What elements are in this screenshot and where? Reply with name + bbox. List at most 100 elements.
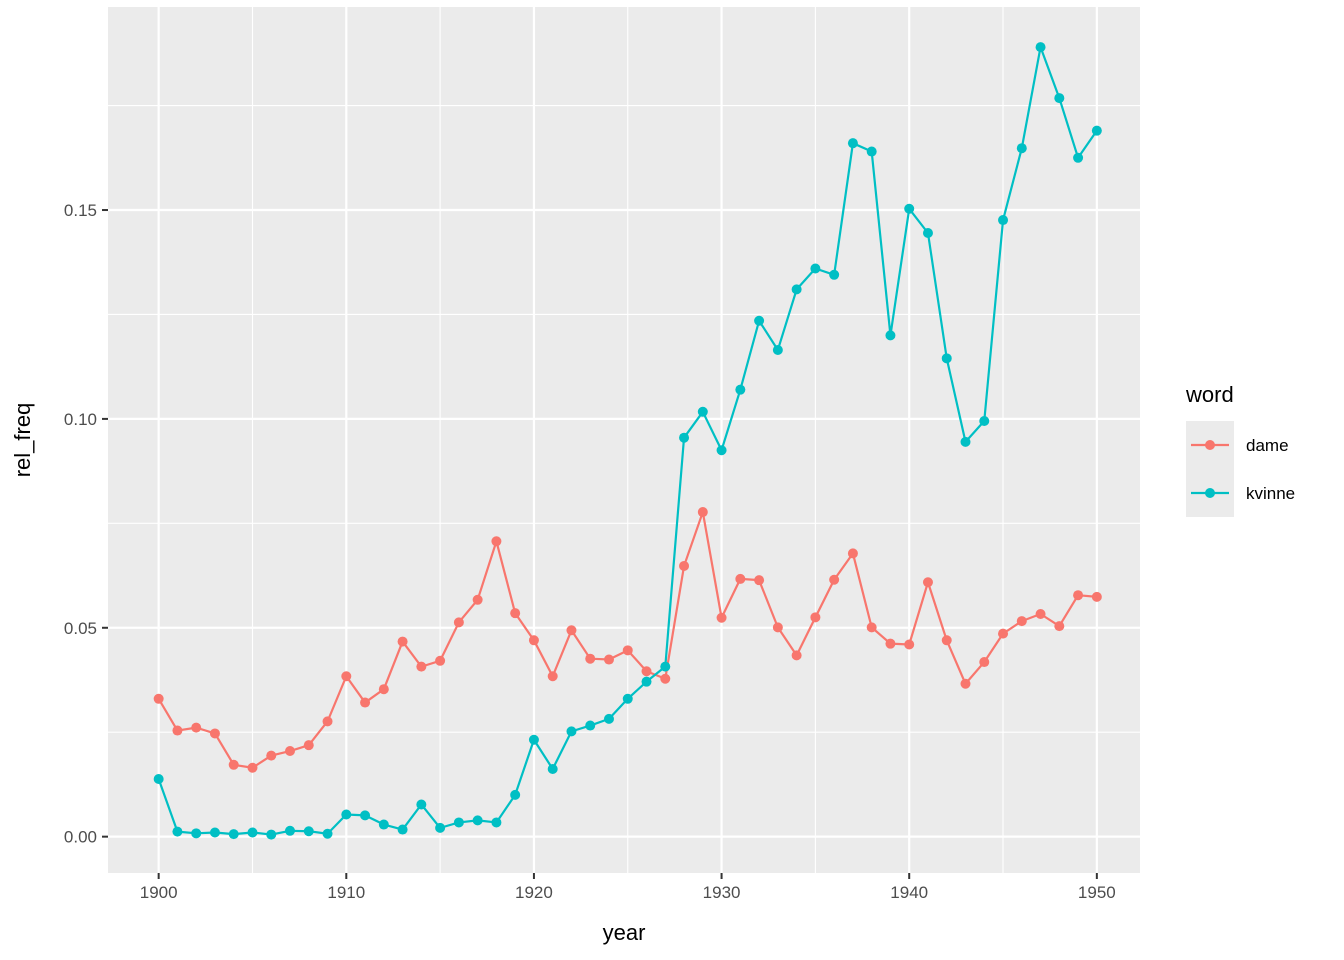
data-point-kvinne [660, 661, 671, 672]
data-point-dame [1073, 590, 1084, 601]
legend-title: word [1185, 382, 1234, 407]
y-axis: 0.00 0.05 0.10 0.15 [64, 201, 108, 847]
data-point-dame [622, 645, 633, 656]
data-point-dame [435, 655, 446, 666]
data-point-kvinne [397, 824, 408, 835]
data-point-kvinne [547, 763, 558, 774]
data-point-kvinne [979, 415, 990, 426]
data-point-kvinne [998, 215, 1009, 226]
x-tick-label: 1950 [1078, 883, 1116, 902]
data-point-dame [247, 762, 258, 773]
data-point-dame [360, 697, 371, 708]
data-point-dame [228, 759, 239, 770]
data-point-dame [547, 671, 558, 682]
data-point-dame [904, 639, 915, 650]
data-point-kvinne [829, 269, 840, 280]
data-point-dame [491, 536, 502, 547]
data-point-dame [266, 750, 277, 761]
data-point-dame [566, 625, 577, 636]
data-point-dame [847, 548, 858, 559]
data-point-kvinne [810, 263, 821, 274]
data-point-kvinne [585, 720, 596, 731]
data-point-kvinne [603, 713, 614, 724]
data-point-kvinne [341, 809, 352, 820]
data-point-dame [472, 594, 483, 605]
data-point-dame [453, 617, 464, 628]
data-point-dame [341, 671, 352, 682]
legend-item-kvinne: kvinne [1186, 469, 1295, 517]
data-point-dame [416, 661, 427, 672]
legend-label: dame [1246, 436, 1289, 455]
series-dame [153, 507, 1102, 773]
data-point-kvinne [847, 138, 858, 149]
data-point-kvinne [1091, 125, 1102, 136]
data-point-dame [585, 653, 596, 664]
data-point-kvinne [1035, 42, 1046, 53]
data-point-kvinne [566, 726, 577, 737]
data-point-dame [397, 636, 408, 647]
data-point-kvinne [510, 789, 521, 800]
data-point-kvinne [1016, 143, 1027, 154]
data-point-dame [697, 507, 708, 518]
data-point-kvinne [360, 810, 371, 821]
data-point-dame [322, 716, 333, 727]
data-point-kvinne [285, 825, 296, 836]
data-point-kvinne [228, 829, 239, 840]
data-point-kvinne [472, 815, 483, 826]
y-tick-label: 0.05 [64, 619, 97, 638]
data-point-kvinne [866, 146, 877, 157]
x-tick-label: 1930 [703, 883, 741, 902]
data-point-kvinne [453, 817, 464, 828]
data-point-dame [979, 657, 990, 668]
data-point-kvinne [697, 406, 708, 417]
data-point-dame [191, 722, 202, 733]
y-axis-title: rel_freq [10, 403, 35, 478]
data-point-dame [1035, 608, 1046, 619]
legend-key-point [1205, 488, 1215, 498]
data-point-dame [791, 650, 802, 661]
legend-items: dame kvinne [1186, 421, 1295, 517]
data-point-dame [153, 693, 164, 704]
data-point-kvinne [960, 436, 971, 447]
data-point-dame [941, 635, 952, 646]
data-point-kvinne [378, 819, 389, 830]
data-point-dame [528, 635, 539, 646]
data-point-kvinne [1054, 93, 1065, 104]
data-point-kvinne [941, 353, 952, 364]
data-point-dame [378, 684, 389, 695]
data-point-dame [960, 678, 971, 689]
y-tick-label: 0.00 [64, 828, 97, 847]
data-point-dame [1091, 591, 1102, 602]
data-point-kvinne [266, 829, 277, 840]
data-point-kvinne [904, 203, 915, 214]
data-point-kvinne [1073, 152, 1084, 163]
data-point-dame [998, 628, 1009, 639]
data-point-kvinne [209, 827, 220, 838]
data-point-dame [303, 740, 314, 751]
minor-gridlines [108, 7, 1140, 873]
data-point-dame [885, 638, 896, 649]
data-point-dame [866, 622, 877, 633]
data-point-dame [603, 654, 614, 665]
x-tick-label: 1900 [140, 883, 178, 902]
data-point-kvinne [922, 228, 933, 239]
y-tick-label: 0.10 [64, 410, 97, 429]
data-point-dame [1054, 621, 1065, 632]
data-point-kvinne [791, 284, 802, 295]
series-kvinne [153, 42, 1102, 840]
legend-item-dame: dame [1186, 421, 1289, 469]
data-point-kvinne [303, 826, 314, 837]
x-tick-label: 1920 [515, 883, 553, 902]
data-point-dame [772, 622, 783, 633]
legend: word dame kvinne [1185, 382, 1295, 517]
data-point-kvinne [247, 827, 258, 838]
x-tick-label: 1910 [327, 883, 365, 902]
data-point-dame [716, 612, 727, 623]
data-point-dame [735, 573, 746, 584]
data-point-kvinne [322, 828, 333, 839]
data-point-dame [285, 746, 296, 757]
data-point-kvinne [622, 693, 633, 704]
data-point-dame [510, 608, 521, 619]
data-point-dame [660, 673, 671, 684]
